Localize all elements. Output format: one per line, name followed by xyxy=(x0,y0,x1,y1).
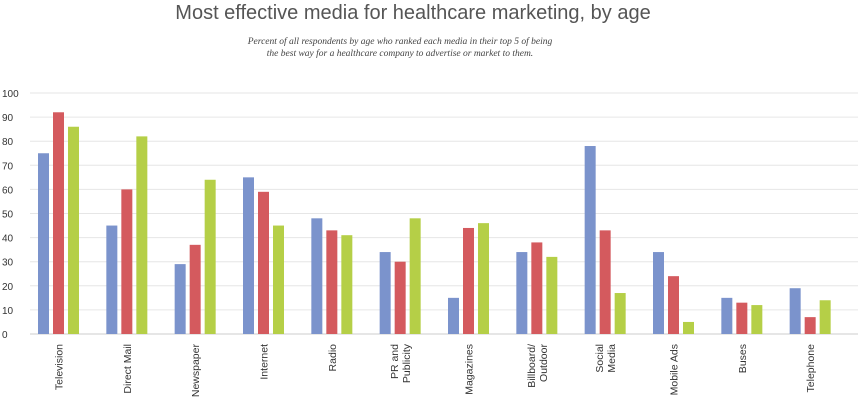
bar xyxy=(531,242,543,334)
category-label: Mobile Ads xyxy=(669,344,681,395)
bar xyxy=(243,177,254,334)
y-tick-label: 90 xyxy=(2,113,14,124)
bar xyxy=(204,179,216,334)
bar xyxy=(53,112,64,334)
bar xyxy=(258,191,269,334)
chart-subtitle-line-2: the best way for a healthcare company to… xyxy=(266,49,534,59)
bar xyxy=(751,305,763,334)
bar xyxy=(668,276,679,334)
x-axis-labels: Television Direct Mail Newspaper Internet Ra… xyxy=(54,343,818,397)
category-label-line: Telephone xyxy=(805,344,817,393)
bar xyxy=(38,153,49,334)
bar xyxy=(614,293,626,334)
category-label: Direct Mail xyxy=(122,344,134,394)
category-label-line: Social xyxy=(594,344,606,373)
chart-subtitle: Percent of all respondents by age who ra… xyxy=(190,36,610,60)
bar xyxy=(683,321,694,334)
category-label-line: Television xyxy=(54,344,66,390)
y-tick-label: 100 xyxy=(2,89,19,100)
y-tick-label: 40 xyxy=(2,234,14,245)
category-label-line: Internet xyxy=(259,344,271,380)
y-tick-label: 80 xyxy=(2,137,14,148)
y-tick-label: 70 xyxy=(2,161,14,172)
category-label: Magazines xyxy=(464,344,476,395)
chart-subtitle-line-1: Percent of all respondents by age who ra… xyxy=(247,37,553,47)
gridlines xyxy=(30,92,858,335)
bar xyxy=(804,317,816,334)
bar xyxy=(409,218,421,334)
category-label-line: Radio xyxy=(327,344,339,372)
bar xyxy=(311,218,323,334)
category-label: SocialMedia xyxy=(594,344,618,373)
bar xyxy=(68,126,79,335)
category-label: Telephone xyxy=(805,344,817,393)
category-label: Buses xyxy=(737,344,749,373)
bar xyxy=(789,288,801,334)
category-label-line: Publicity xyxy=(401,343,413,383)
bar xyxy=(189,244,201,334)
y-tick-label: 30 xyxy=(2,258,14,269)
bar xyxy=(516,252,528,334)
category-label: Television xyxy=(54,344,66,390)
bar xyxy=(819,300,831,334)
bar xyxy=(721,297,733,334)
bar xyxy=(463,227,474,334)
category-label-line: Outdoor xyxy=(538,344,550,382)
category-label: Billboard/Outdoor xyxy=(526,344,550,388)
bar xyxy=(273,225,284,334)
y-tick-label: 60 xyxy=(2,185,14,196)
category-label: Newspaper xyxy=(190,344,202,398)
category-label-line: Mobile Ads xyxy=(669,344,681,395)
y-tick-label: 0 xyxy=(2,330,8,341)
bar xyxy=(341,235,353,334)
bar xyxy=(121,189,133,334)
category-label-line: PR and xyxy=(389,344,401,379)
bars xyxy=(38,112,831,335)
y-tick-label: 50 xyxy=(2,210,14,221)
y-tick-label: 10 xyxy=(2,306,14,317)
bar xyxy=(379,252,391,334)
bar xyxy=(546,256,558,334)
category-label-line: Direct Mail xyxy=(122,344,134,394)
bar xyxy=(653,252,664,334)
category-label-line: Magazines xyxy=(464,344,476,395)
bar xyxy=(326,230,338,334)
bar xyxy=(478,223,489,334)
bar xyxy=(106,225,118,334)
y-tick-label: 20 xyxy=(2,282,14,293)
bar xyxy=(136,136,148,334)
bar xyxy=(448,297,459,334)
category-label: Radio xyxy=(327,344,339,372)
category-label-line: Billboard/ xyxy=(526,344,538,388)
bar xyxy=(599,230,611,334)
category-label: Internet xyxy=(259,344,271,380)
category-label-line: Newspaper xyxy=(190,344,202,398)
bar xyxy=(736,302,748,334)
chart-title: Most effective media for healthcare mark… xyxy=(175,2,651,24)
y-axis-ticks: 0 10 20 30 40 50 60 70 80 90 100 xyxy=(2,89,19,341)
category-label-line: Media xyxy=(606,344,618,373)
bar xyxy=(174,264,186,334)
bar xyxy=(584,146,596,334)
category-label: PR andPublicity xyxy=(389,343,413,383)
category-label-line: Buses xyxy=(737,344,749,373)
bar xyxy=(394,261,406,334)
